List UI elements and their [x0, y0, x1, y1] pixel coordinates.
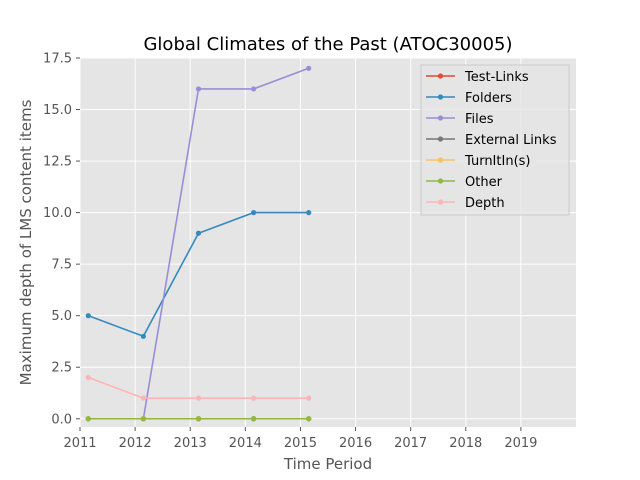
data-point-folders [195, 230, 202, 236]
x-tick-label: 2017 [394, 436, 427, 451]
y-axis-ticks: 0.0 2.5 5.0 7.5 10.0 12.5 15.0 17.5 [43, 52, 80, 427]
legend: Test-Links Folders Files External Links Turn… [420, 64, 570, 216]
data-point-depth [195, 395, 202, 401]
data-point-depth [251, 395, 257, 401]
y-tick-label: 0.0 [51, 412, 72, 427]
data-point-depth [140, 395, 146, 401]
x-axis-label: Time Period [283, 455, 372, 473]
data-point-other [85, 416, 91, 422]
y-tick-label: 10.0 [43, 206, 72, 221]
series-line-files [142, 67, 309, 419]
x-tick-label: 2012 [119, 436, 152, 451]
data-point-other [195, 416, 202, 422]
x-tick-label: 2019 [504, 436, 537, 451]
legend-marker-folders [437, 94, 444, 100]
legend-marker-depth [437, 199, 444, 205]
data-point-files [195, 86, 202, 92]
y-tick-label: 7.5 [51, 258, 72, 273]
y-tick-label: 5.0 [51, 309, 72, 324]
legend-label-external-links: External Links [465, 133, 557, 148]
data-point-depth [306, 395, 312, 401]
legend-marker-other [437, 178, 444, 184]
x-axis-ticks: 2011 2012 2013 2014 2015 2016 2017 2018 2019 [63, 427, 537, 451]
series-group [85, 65, 312, 422]
data-point-files [306, 65, 312, 71]
data-point-folders [306, 210, 312, 216]
x-tick-label: 2013 [174, 436, 207, 451]
legend-marker-turnitin-s [437, 157, 444, 163]
legend-marker-external-links [437, 136, 444, 142]
x-tick-label: 2018 [449, 436, 482, 451]
x-tick-label: 2014 [229, 436, 262, 451]
chart-title: Global Climates of the Past (ATOC30005) [143, 34, 512, 55]
y-tick-label: 17.5 [43, 52, 72, 67]
data-point-files [251, 86, 257, 92]
data-point-other [140, 416, 146, 422]
y-tick-label: 2.5 [51, 361, 72, 376]
legend-marker-test-links [437, 73, 444, 79]
y-axis-label: Maximum depth of LMS content items [17, 99, 35, 385]
legend-label-test-links: Test-Links [464, 70, 529, 85]
data-point-folders [251, 210, 257, 216]
legend-box [420, 64, 570, 216]
x-tick-label: 2016 [339, 436, 372, 451]
y-tick-label: 12.5 [43, 155, 72, 170]
x-tick-label: 2011 [63, 436, 96, 451]
data-point-folders [85, 313, 91, 319]
x-tick-label: 2015 [284, 436, 317, 451]
legend-label-turnitin-s: TurnItIn(s) [464, 154, 530, 169]
legend-marker-files [437, 115, 444, 121]
data-point-depth [85, 374, 91, 381]
y-tick-label: 15.0 [43, 103, 72, 118]
legend-label-other: Other [465, 175, 503, 190]
data-point-other [306, 416, 312, 422]
legend-label-depth: Depth [465, 196, 505, 211]
legend-label-folders: Folders [465, 91, 512, 106]
data-point-folders [140, 333, 146, 339]
data-point-other [251, 416, 257, 422]
legend-label-files: Files [465, 112, 494, 127]
